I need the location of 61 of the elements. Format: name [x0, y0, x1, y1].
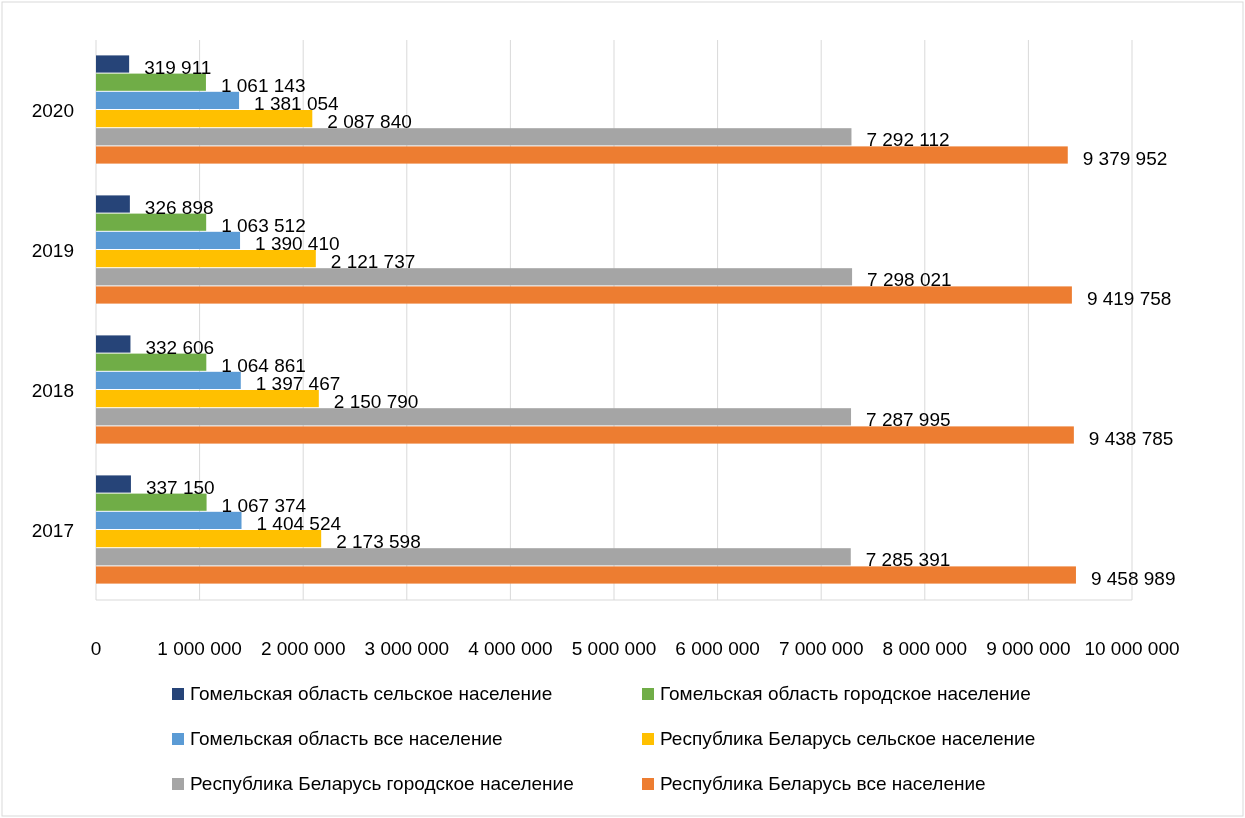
y-tick-label: 2017 [31, 520, 74, 541]
bar [96, 91, 240, 109]
data-label: 9 458 989 [1090, 567, 1176, 589]
legend-label: Гомельская область городское население [660, 683, 1031, 704]
bar [96, 286, 1072, 304]
bar [96, 231, 241, 249]
data-label: 332 606 [145, 336, 215, 358]
legend-label: Республика Беларусь все население [660, 773, 986, 794]
bar [96, 73, 206, 91]
bar [96, 408, 852, 426]
x-tick-label: 4 000 000 [468, 638, 553, 659]
x-tick-label: 6 000 000 [675, 638, 760, 659]
legend-label: Республика Беларусь сельское население [660, 728, 1036, 749]
x-tick-label: 3 000 000 [364, 638, 450, 659]
bar [96, 213, 207, 231]
x-tick-label: 7 000 000 [778, 638, 864, 659]
bar [96, 530, 322, 548]
bar [96, 110, 313, 128]
data-label: 7 285 391 [865, 549, 951, 571]
bar [96, 250, 316, 268]
y-tick-label: 2019 [31, 240, 74, 261]
bar [96, 493, 207, 511]
bar [96, 353, 207, 371]
bar [96, 55, 130, 73]
legend-label: Республика Беларусь городское население [190, 773, 574, 794]
y-tick-label: 2018 [31, 380, 74, 401]
bar [96, 548, 851, 566]
bar [96, 390, 319, 408]
x-tick-label: 10 000 000 [1084, 638, 1180, 659]
bar [96, 511, 242, 529]
x-tick-label: 5 000 000 [571, 638, 657, 659]
data-label: 2 121 737 [330, 251, 416, 273]
bar [96, 371, 241, 389]
data-label: 9 438 785 [1088, 427, 1174, 449]
legend-label: Гомельская область все население [190, 728, 503, 749]
bar [96, 195, 130, 213]
bar [96, 475, 131, 493]
bar [96, 128, 852, 146]
data-label: 326 898 [144, 196, 214, 218]
legend-label: Гомельская область сельское население [190, 683, 553, 704]
x-tick-label: 2 000 000 [260, 638, 346, 659]
data-label: 2 150 790 [333, 391, 419, 413]
bar [96, 268, 853, 286]
x-tick-label: 1 000 000 [157, 638, 242, 659]
data-label: 9 419 758 [1086, 287, 1172, 309]
data-label: 2 087 840 [327, 111, 412, 133]
x-tick-label: 8 000 000 [882, 638, 968, 659]
data-label: 2 173 598 [336, 531, 421, 553]
bar [96, 566, 1076, 584]
bar [96, 335, 131, 353]
data-label: 319 911 [144, 56, 212, 78]
data-label: 9 379 952 [1082, 147, 1168, 169]
bar [96, 146, 1068, 164]
x-tick-label: 9 000 000 [986, 638, 1071, 659]
y-tick-label: 2020 [31, 100, 74, 121]
bar [96, 426, 1074, 444]
data-label: 7 298 021 [867, 269, 952, 291]
data-label: 7 287 995 [866, 409, 951, 431]
data-label: 337 150 [145, 476, 215, 498]
x-tick-label: 0 [90, 638, 102, 659]
data-label: 7 292 112 [866, 129, 950, 151]
